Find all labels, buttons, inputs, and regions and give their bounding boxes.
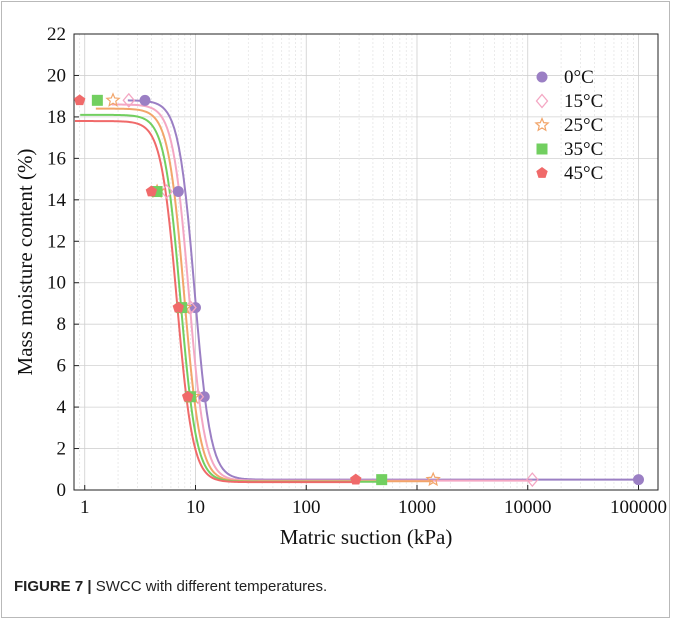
legend-item: 25°C [536, 115, 603, 136]
data-point [173, 186, 184, 197]
swcc-chart: 0 2 4 6 8 10 12 14 16 18 20 22 1 10 100 1000 10000 100000… [2, 2, 671, 572]
y-tick-label: 8 [57, 314, 67, 335]
legend-marker [537, 72, 548, 83]
curve-3 [96, 109, 433, 482]
x-axis-label: Matric suction (kPa) [280, 525, 453, 549]
legend-item: 45°C [536, 163, 603, 184]
y-tick-label: 10 [47, 273, 66, 294]
legend-item: 0°C [537, 67, 594, 88]
legend-marker [537, 95, 548, 108]
x-tick-label: 1 [80, 497, 90, 518]
caption-label: FIGURE 7 | [14, 578, 92, 595]
x-tick-label: 1000 [398, 497, 436, 518]
caption-text: SWCC with different temperatures. [92, 578, 328, 595]
legend: 0°C 15°C 25°C 35°C 45°C [536, 67, 603, 184]
y-tick-label: 20 [47, 65, 66, 86]
y-tick-label: 0 [57, 480, 67, 501]
fitted-curves [75, 100, 639, 482]
legend-label: 25°C [564, 115, 603, 136]
y-tick-label: 6 [57, 356, 67, 377]
data-point [633, 474, 644, 485]
x-tick-label: 100 [292, 497, 321, 518]
data-point [139, 95, 150, 106]
legend-item: 35°C [537, 139, 604, 160]
legend-item: 15°C [537, 91, 604, 112]
y-axis-label: Mass moisture content (%) [13, 149, 37, 376]
y-tick-label: 4 [57, 397, 67, 418]
data-point [350, 474, 361, 485]
legend-label: 45°C [564, 163, 603, 184]
legend-marker [536, 119, 548, 131]
y-tick-label: 18 [47, 107, 66, 128]
curve-1 [128, 100, 639, 479]
legend-label: 35°C [564, 139, 603, 160]
legend-label: 15°C [564, 91, 603, 112]
legend-label: 0°C [564, 67, 594, 88]
legend-marker [536, 167, 547, 178]
x-tick-label: 10000 [504, 497, 552, 518]
legend-marker [537, 144, 548, 155]
curve-2 [112, 105, 533, 481]
data-point [376, 474, 387, 485]
y-tick-label: 12 [47, 231, 66, 252]
x-tick-label: 100000 [610, 497, 667, 518]
y-tick-label: 2 [57, 439, 67, 460]
data-point [74, 94, 85, 105]
y-tick-label: 16 [47, 148, 66, 169]
y-tick-label: 22 [47, 24, 66, 45]
x-tick-label: 10 [186, 497, 205, 518]
curve-5 [75, 121, 356, 482]
curve-4 [80, 115, 381, 482]
data-point [92, 95, 103, 106]
y-tick-label: 14 [47, 190, 67, 211]
figure-caption: FIGURE 7 | SWCC with different temperatu… [14, 578, 327, 595]
